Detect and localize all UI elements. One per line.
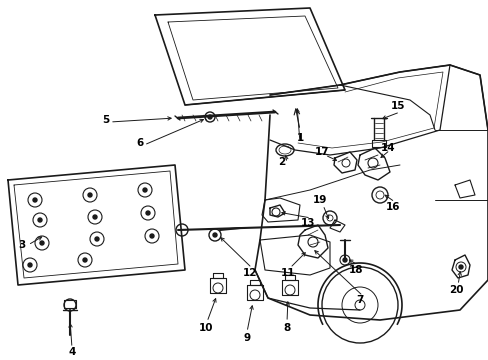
Text: 9: 9 xyxy=(243,333,250,343)
Circle shape xyxy=(142,188,147,192)
Circle shape xyxy=(38,218,42,222)
Text: 4: 4 xyxy=(68,347,76,357)
Circle shape xyxy=(93,215,97,219)
Text: 8: 8 xyxy=(283,323,290,333)
Circle shape xyxy=(33,198,37,202)
Text: 3: 3 xyxy=(19,240,25,250)
Circle shape xyxy=(146,211,150,215)
Circle shape xyxy=(83,258,87,262)
Text: 19: 19 xyxy=(312,195,326,205)
Text: 14: 14 xyxy=(380,143,394,153)
Text: 18: 18 xyxy=(348,265,363,275)
Circle shape xyxy=(458,265,462,269)
Circle shape xyxy=(213,233,217,237)
Circle shape xyxy=(40,241,44,245)
Text: 17: 17 xyxy=(314,147,328,157)
Text: 11: 11 xyxy=(280,268,295,278)
Circle shape xyxy=(207,115,212,119)
Circle shape xyxy=(150,234,154,238)
Text: 2: 2 xyxy=(278,157,285,167)
Text: 1: 1 xyxy=(296,133,303,143)
Text: 20: 20 xyxy=(448,285,462,295)
Circle shape xyxy=(28,263,32,267)
Text: 5: 5 xyxy=(102,115,109,125)
Text: 6: 6 xyxy=(136,138,143,148)
Circle shape xyxy=(88,193,92,197)
Text: 12: 12 xyxy=(242,268,257,278)
Text: 10: 10 xyxy=(198,323,213,333)
Circle shape xyxy=(95,237,99,241)
Text: 7: 7 xyxy=(356,295,363,305)
Text: 15: 15 xyxy=(390,101,405,111)
Text: 16: 16 xyxy=(385,202,400,212)
Text: 13: 13 xyxy=(300,218,315,228)
Circle shape xyxy=(342,258,346,262)
